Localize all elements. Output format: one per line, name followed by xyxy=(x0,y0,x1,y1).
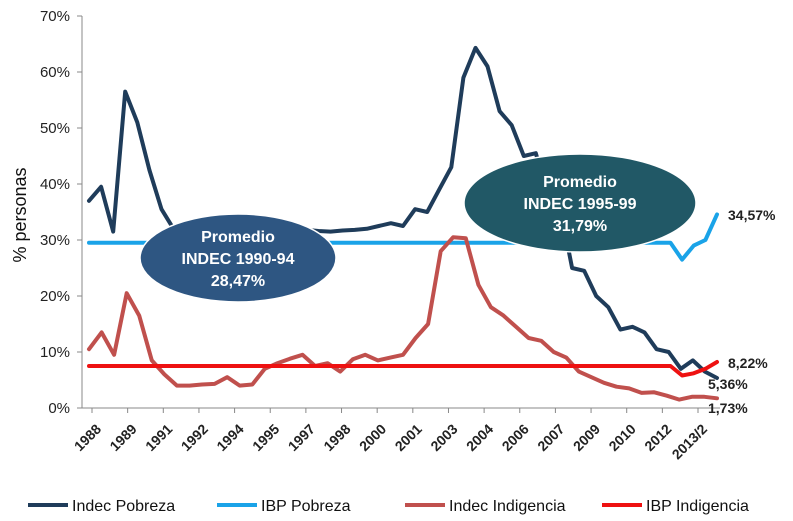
end-label: 8,22% xyxy=(728,355,768,371)
legend-item: IBP Indigencia xyxy=(602,498,749,515)
end-labels: 34,57% 8,22% 5,36% 1,73% xyxy=(708,207,776,416)
y-tick-label: 10% xyxy=(40,344,70,361)
x-tick-label: 2004 xyxy=(463,421,496,454)
x-tick-label: 2007 xyxy=(534,421,567,454)
x-tick-label: 1988 xyxy=(71,421,104,454)
end-label: 34,57% xyxy=(728,207,776,223)
annotation-line: Promedio xyxy=(543,174,617,191)
axes xyxy=(81,16,720,409)
annotation-line: INDEC 1990-94 xyxy=(182,251,295,268)
x-tick-label: 2003 xyxy=(427,421,460,454)
y-tick-label: 30% xyxy=(40,232,70,249)
legend-label: Indec Pobreza xyxy=(72,498,175,515)
y-tick-label: 70% xyxy=(40,8,70,25)
end-label: 1,73% xyxy=(708,400,748,416)
x-tick-label: 2013/2 xyxy=(669,421,711,463)
end-label: 5,36% xyxy=(708,376,748,392)
y-axis-ticks: 0% 10% 20% 30% 40% 50% 60% 70% xyxy=(40,8,82,417)
y-axis-label: % personas xyxy=(10,167,30,262)
annotation-line: 31,79% xyxy=(553,218,607,235)
annotation-line: Promedio xyxy=(201,229,275,246)
x-tick-label: 1991 xyxy=(142,421,175,454)
y-tick-label: 50% xyxy=(40,120,70,137)
x-tick-label: 2010 xyxy=(605,421,638,454)
x-tick-label: 1997 xyxy=(285,421,318,454)
series-line-ibp-indigencia xyxy=(87,360,719,378)
y-tick-label: 0% xyxy=(48,400,70,417)
x-tick-label: 2009 xyxy=(570,421,603,454)
annotation-shape xyxy=(139,213,337,303)
annotation-ellipse: Promedio INDEC 1995-99 31,79% xyxy=(463,153,697,253)
x-tick-label: 1989 xyxy=(106,421,139,454)
x-tick-label: 1995 xyxy=(249,421,282,454)
annotations: Promedio INDEC 1990-94 28,47% Promedio INDEC… xyxy=(139,153,697,303)
annotation-shape xyxy=(463,153,697,253)
y-tick-label: 20% xyxy=(40,288,70,305)
annotation-ellipse: Promedio INDEC 1990-94 28,47% xyxy=(139,213,337,303)
x-tick-label: 1994 xyxy=(213,421,246,454)
y-tick-label: 60% xyxy=(40,64,70,81)
x-tick-label: 2000 xyxy=(356,421,389,454)
legend-label: Indec Indigencia xyxy=(449,498,566,515)
y-tick-label: 40% xyxy=(40,176,70,193)
legend: Indec Pobreza IBP Pobreza Indec Indigencia… xyxy=(28,498,749,515)
annotation-line: INDEC 1995-99 xyxy=(524,196,637,213)
legend-item: Indec Pobreza xyxy=(28,498,175,515)
x-tick-label: 1998 xyxy=(320,421,353,454)
series-line-indec-indigencia xyxy=(87,235,719,402)
legend-item: IBP Pobreza xyxy=(217,498,351,515)
x-axis-ticks: 1988 1989 1991 1992 1994 1995 1997 1998 2000 2001… xyxy=(71,408,710,462)
legend-label: IBP Pobreza xyxy=(261,498,351,515)
x-tick-label: 2006 xyxy=(499,421,532,454)
legend-label: IBP Indigencia xyxy=(646,498,749,515)
legend-item: Indec Indigencia xyxy=(405,498,566,515)
annotation-line: 28,47% xyxy=(211,273,265,290)
x-tick-label: 2001 xyxy=(392,421,425,454)
x-tick-label: 1992 xyxy=(178,421,211,454)
